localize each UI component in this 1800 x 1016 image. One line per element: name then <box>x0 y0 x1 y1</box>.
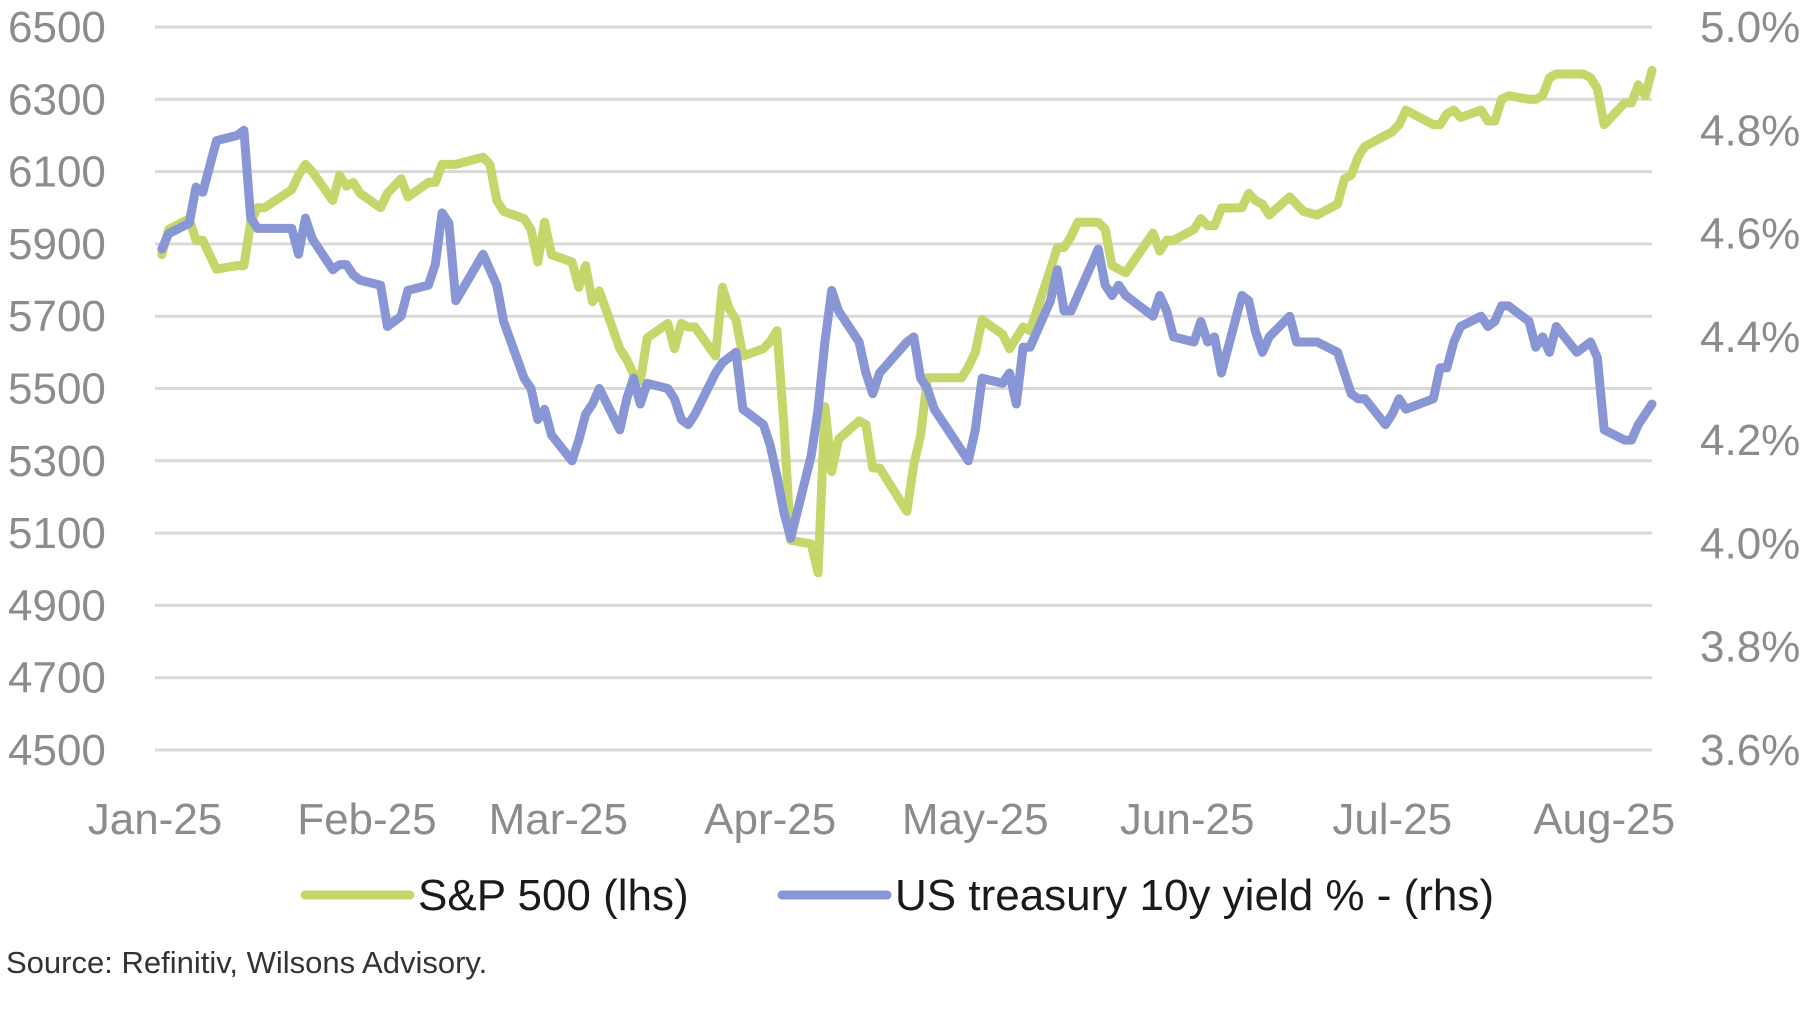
right-tick-label: 4.2% <box>1700 416 1800 465</box>
left-tick-label: 4700 <box>8 654 106 703</box>
right-tick-label: 4.4% <box>1700 313 1800 362</box>
legend-label-sp500: S&P 500 (lhs) <box>418 871 689 920</box>
left-axis-ticks: 4500 4700 4900 5100 5300 5500 5700 5900 6100 6300… <box>8 3 106 775</box>
x-tick-label: Jul-25 <box>1332 795 1452 844</box>
legend-label-us10y: US treasury 10y yield % - (rhs) <box>895 871 1494 920</box>
left-tick-label: 5700 <box>8 292 106 341</box>
x-tick-label: Feb-25 <box>297 795 436 844</box>
right-tick-label: 3.8% <box>1700 623 1800 672</box>
x-tick-label: Mar-25 <box>489 795 628 844</box>
right-tick-label: 3.6% <box>1700 726 1800 775</box>
left-tick-label: 5300 <box>8 437 106 486</box>
left-tick-label: 4900 <box>8 581 106 630</box>
left-tick-label: 5900 <box>8 220 106 269</box>
right-tick-label: 4.8% <box>1700 106 1800 155</box>
x-tick-label: Jan-25 <box>88 795 223 844</box>
left-tick-label: 5500 <box>8 365 106 414</box>
series-line-us10y <box>157 125 1657 543</box>
right-tick-label: 4.0% <box>1700 519 1800 568</box>
right-tick-label: 4.6% <box>1700 210 1800 259</box>
right-axis-ticks: 3.6% 3.8% 4.0% 4.2% 4.4% 4.6% 4.8% 5.0% <box>1700 3 1800 775</box>
legend: S&P 500 (lhs) US treasury 10y yield % - … <box>300 871 1494 920</box>
gridlines <box>155 25 1652 752</box>
source-note: Source: Refinitiv, Wilsons Advisory. <box>6 945 488 980</box>
series-line-sp500 <box>157 65 1657 578</box>
left-tick-label: 6500 <box>8 3 106 52</box>
series-lines <box>157 65 1657 578</box>
x-tick-label: Aug-25 <box>1533 795 1675 844</box>
x-tick-label: Apr-25 <box>704 795 836 844</box>
left-tick-label: 4500 <box>8 726 106 775</box>
right-tick-label: 5.0% <box>1700 3 1800 52</box>
x-axis-ticks: Jan-25 Feb-25 Mar-25 Apr-25 May-25 Jun-25 Jul-… <box>88 795 1675 844</box>
x-tick-label: May-25 <box>902 795 1049 844</box>
left-tick-label: 6300 <box>8 75 106 124</box>
left-tick-label: 5100 <box>8 509 106 558</box>
x-tick-label: Jun-25 <box>1120 795 1255 844</box>
left-tick-label: 6100 <box>8 148 106 197</box>
